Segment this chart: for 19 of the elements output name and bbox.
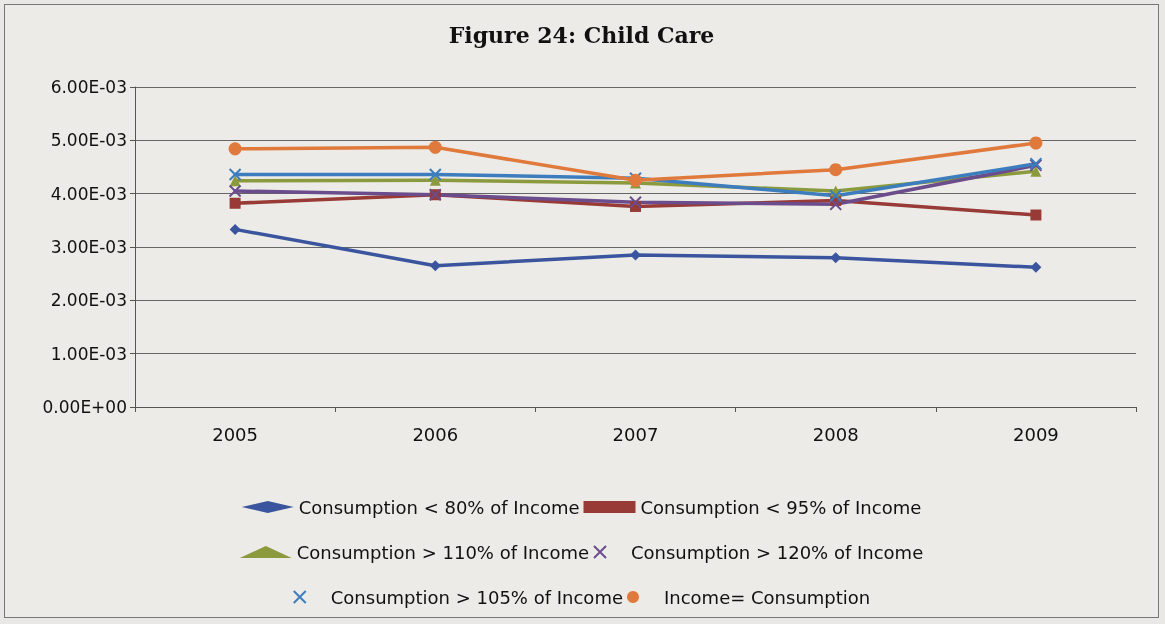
y-tick-label: 4.00E-03 xyxy=(50,183,127,204)
legend-label: Income= Consumption xyxy=(663,586,871,608)
legend-label: Consumption < 95% of Income xyxy=(640,496,922,518)
x-tick-label: 2005 xyxy=(212,423,259,445)
chart-title: Figure 24: Child Care xyxy=(448,22,715,48)
x-tick-label: 2007 xyxy=(612,423,659,445)
y-tick-label: 5.00E-03 xyxy=(50,130,127,151)
x-tick-label: 2008 xyxy=(812,423,859,445)
legend-label: Consumption > 120% of Income xyxy=(631,541,924,563)
y-tick-label: 1.00E-03 xyxy=(50,343,127,364)
x-tick-label: 2009 xyxy=(1012,423,1059,445)
legend-label: Consumption > 110% of Income xyxy=(296,541,590,563)
y-tick-label: 0.00E+00 xyxy=(42,397,127,417)
y-tick-label: 3.00E-03 xyxy=(50,237,127,257)
legend-label: Consumption < 80% of Income xyxy=(298,496,580,518)
y-tick-label: 2.00E-03 xyxy=(50,290,127,311)
y-tick-label: 6.00E-03 xyxy=(50,77,127,97)
x-tick-label: 2006 xyxy=(412,423,459,445)
legend-label: Consumption > 105% of Income xyxy=(330,586,623,608)
